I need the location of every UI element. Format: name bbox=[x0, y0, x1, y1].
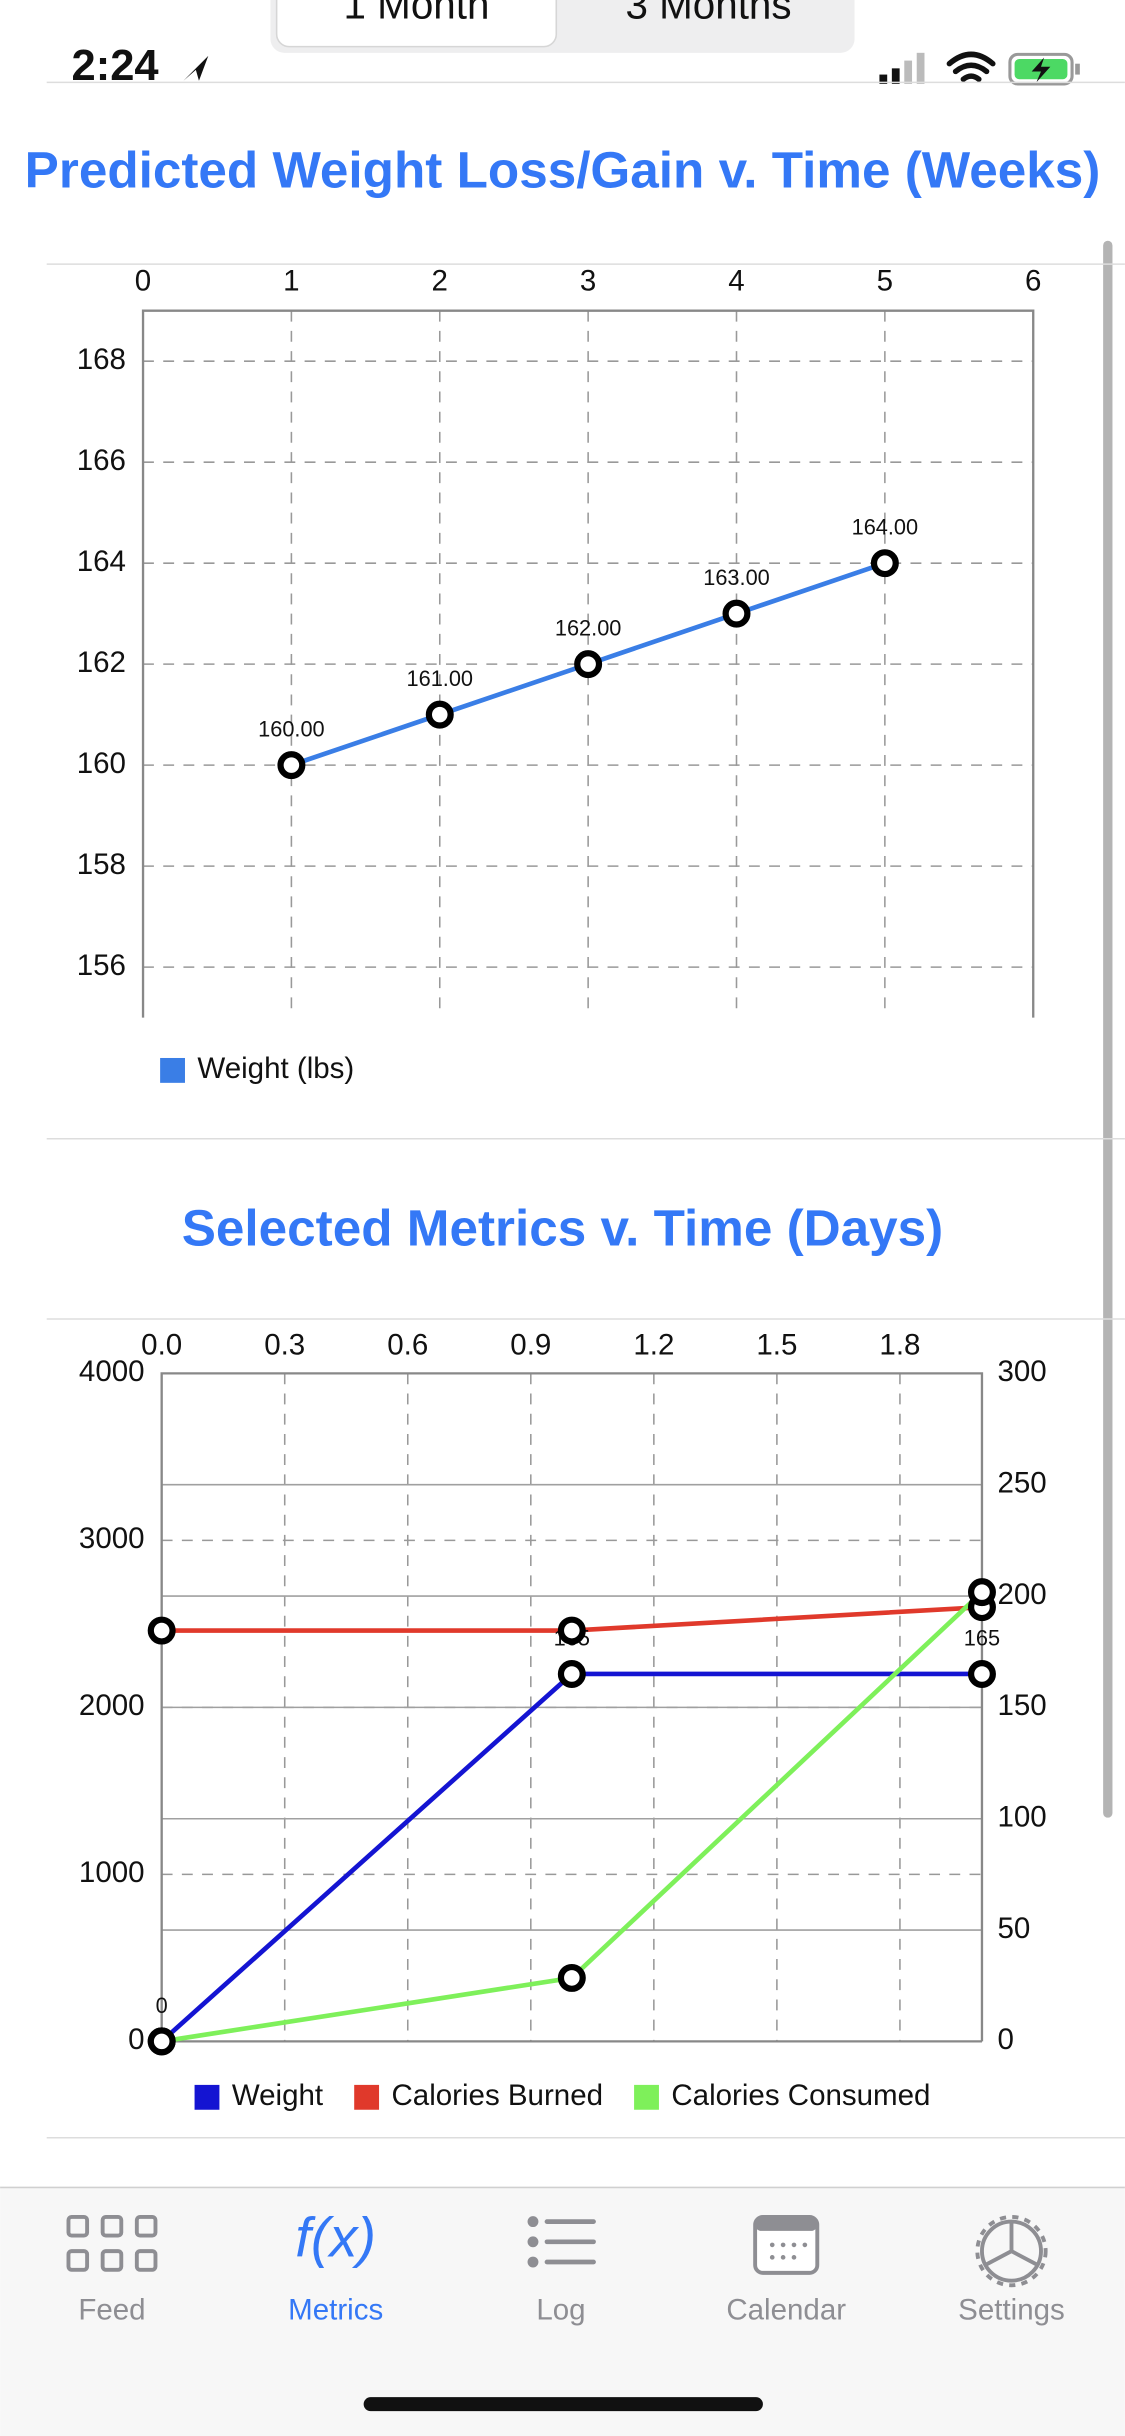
y-tick-label: 3000 bbox=[79, 1522, 145, 1555]
home-indicator bbox=[363, 2397, 763, 2412]
data-point bbox=[967, 1578, 996, 1607]
legend-label: Calories Consumed bbox=[671, 2079, 930, 2112]
signal-icon bbox=[879, 52, 925, 84]
data-label: 160.00 bbox=[258, 717, 325, 742]
y2-tick-label: 0 bbox=[998, 2023, 1014, 2056]
legend: Weight (lbs) bbox=[160, 1052, 354, 1085]
y-tick-label: 158 bbox=[77, 848, 126, 881]
x-tick-label: 0.3 bbox=[264, 1329, 305, 1362]
data-label: 165 bbox=[964, 1626, 1000, 1651]
legend-label: Weight (lbs) bbox=[197, 1052, 354, 1085]
chart-title: Predicted Weight Loss/Gain v. Time (Week… bbox=[25, 142, 1101, 199]
x-tick-label: 6 bbox=[1025, 265, 1041, 298]
chart-title: Selected Metrics v. Time (Days) bbox=[182, 1200, 944, 1257]
tab-label[interactable]: Settings bbox=[958, 2294, 1065, 2327]
tab-label[interactable]: Feed bbox=[78, 2294, 145, 2327]
data-point bbox=[574, 650, 603, 679]
data-point bbox=[722, 599, 751, 628]
y-tick-label: 162 bbox=[77, 646, 126, 679]
y-tick-label: 4000 bbox=[79, 1355, 145, 1388]
y2-tick-label: 200 bbox=[998, 1578, 1047, 1611]
tab-label[interactable]: Metrics bbox=[288, 2294, 383, 2327]
segment-selected[interactable] bbox=[275, 0, 558, 48]
legend-swatch bbox=[634, 2084, 659, 2110]
data-point bbox=[557, 1963, 586, 1992]
x-tick-label: 0.0 bbox=[141, 1329, 182, 1362]
x-tick-label: 5 bbox=[877, 265, 893, 298]
tab-label[interactable]: Log bbox=[536, 2294, 585, 2327]
tab-bar bbox=[0, 2187, 1125, 2436]
x-tick-label: 0 bbox=[135, 265, 151, 298]
data-point bbox=[870, 549, 899, 578]
segment-label[interactable]: 1 Month bbox=[344, 0, 490, 27]
y-tick-label: 156 bbox=[77, 949, 126, 982]
x-tick-label: 0.6 bbox=[387, 1329, 428, 1362]
feed-icon bbox=[66, 2215, 158, 2272]
plot-area: 160.00 161.00 162.00 163.00 164.00 bbox=[258, 515, 919, 780]
data-point bbox=[147, 1616, 176, 1645]
legend: Weight Calories Burned Calories Consumed bbox=[194, 2079, 930, 2112]
log-icon bbox=[527, 2216, 596, 2268]
wifi-icon bbox=[946, 51, 996, 82]
data-point bbox=[557, 1659, 586, 1688]
legend-swatch bbox=[160, 1057, 185, 1083]
plot-frame bbox=[141, 309, 1035, 1018]
data-point bbox=[557, 1616, 586, 1645]
legend-swatch bbox=[354, 2084, 380, 2110]
x-tick-label: 2 bbox=[432, 265, 448, 298]
data-label: 162.00 bbox=[555, 616, 622, 641]
x-tick-label: 0.9 bbox=[510, 1329, 551, 1362]
battery-icon bbox=[1008, 52, 1080, 86]
data-point bbox=[147, 2027, 176, 2056]
y2-tick-label: 50 bbox=[998, 1912, 1031, 1945]
y2-tick-label: 100 bbox=[998, 1801, 1047, 1834]
plot-frame bbox=[160, 1372, 984, 2042]
data-label: 163.00 bbox=[703, 565, 770, 590]
y-tick-label: 168 bbox=[77, 343, 126, 376]
scrollbar bbox=[1103, 240, 1113, 1818]
segment-label[interactable]: 3 Months bbox=[625, 0, 791, 27]
location-icon bbox=[183, 55, 209, 81]
plot-area: 0165165 bbox=[147, 1578, 1000, 2056]
data-point bbox=[967, 1659, 996, 1688]
y2-tick-label: 250 bbox=[998, 1466, 1047, 1499]
legend-swatch bbox=[194, 2084, 220, 2110]
y-tick-label: 1000 bbox=[79, 1856, 145, 1889]
settings-icon bbox=[975, 2215, 1048, 2288]
x-tick-label: 4 bbox=[728, 265, 744, 298]
y2-tick-label: 300 bbox=[998, 1355, 1047, 1388]
y-tick-label: 160 bbox=[77, 747, 126, 780]
data-point bbox=[425, 700, 454, 729]
legend-label: Weight bbox=[232, 2079, 323, 2112]
x-tick-label: 1.5 bbox=[756, 1329, 797, 1362]
x-tick-label: 1.2 bbox=[633, 1329, 674, 1362]
tab-label[interactable]: Calendar bbox=[726, 2294, 846, 2327]
x-tick-label: 1 bbox=[283, 265, 299, 298]
x-tick-label: 1.8 bbox=[879, 1329, 920, 1362]
tab-icon[interactable]: f(x) bbox=[295, 2206, 376, 2269]
legend-label: Calories Burned bbox=[391, 2079, 603, 2112]
data-point bbox=[277, 751, 306, 780]
data-label: 0 bbox=[156, 1993, 168, 2018]
y-tick-label: 2000 bbox=[79, 1689, 145, 1722]
y2-tick-label: 150 bbox=[998, 1689, 1047, 1722]
y-tick-label: 0 bbox=[128, 2023, 144, 2056]
y-tick-label: 164 bbox=[77, 545, 126, 578]
y-tick-label: 166 bbox=[77, 444, 126, 477]
x-tick-label: 3 bbox=[580, 265, 596, 298]
data-label: 164.00 bbox=[852, 515, 919, 540]
data-label: 161.00 bbox=[407, 666, 474, 691]
calendar-icon bbox=[753, 2215, 820, 2275]
